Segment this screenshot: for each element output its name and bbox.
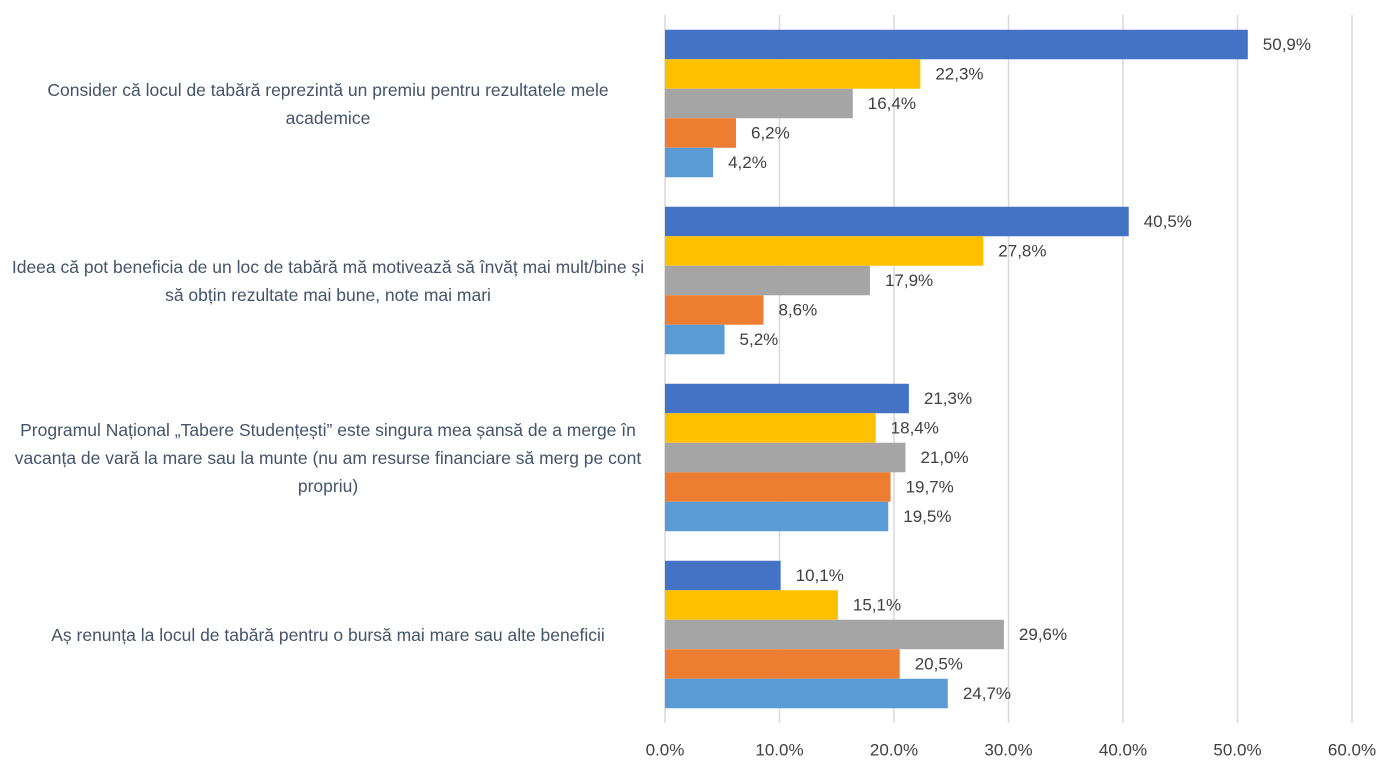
bar xyxy=(665,649,900,679)
value-label: 24,7% xyxy=(963,684,1011,703)
value-label: 16,4% xyxy=(868,94,916,113)
bar xyxy=(665,472,891,502)
bar xyxy=(665,88,853,119)
value-label: 4,2% xyxy=(728,153,767,172)
category-label: Consider că locul de tabără reprezintă u… xyxy=(47,79,609,128)
x-tick-label: 10.0% xyxy=(755,740,803,759)
x-tick-label: 60.0% xyxy=(1328,740,1376,759)
value-label: 50,9% xyxy=(1263,35,1311,54)
bar xyxy=(665,501,889,532)
value-label: 21,0% xyxy=(920,448,968,467)
value-label: 5,2% xyxy=(740,330,779,349)
bar xyxy=(665,590,838,620)
value-label: 40,5% xyxy=(1144,212,1192,231)
bar xyxy=(665,442,906,473)
value-label: 19,5% xyxy=(903,507,951,526)
value-label: 17,9% xyxy=(885,271,933,290)
bar xyxy=(665,619,1004,650)
x-tick-label: 0.0% xyxy=(646,740,685,759)
x-tick-label: 30.0% xyxy=(984,740,1032,759)
x-tick-label: 50.0% xyxy=(1213,740,1261,759)
value-label: 19,7% xyxy=(906,477,954,496)
x-tick-label: 20.0% xyxy=(870,740,918,759)
bar xyxy=(665,678,948,709)
bar xyxy=(665,118,736,148)
value-label: 21,3% xyxy=(924,389,972,408)
bar xyxy=(665,29,1248,60)
bar xyxy=(665,265,870,296)
x-tick-label: 40.0% xyxy=(1099,740,1147,759)
bar xyxy=(665,206,1129,237)
bar xyxy=(665,324,725,355)
value-label: 20,5% xyxy=(915,654,963,673)
bar xyxy=(665,147,714,178)
value-label: 18,4% xyxy=(891,418,939,437)
bar xyxy=(665,295,764,325)
value-label: 22,3% xyxy=(935,64,983,83)
value-label: 15,1% xyxy=(853,595,901,614)
value-label: 10,1% xyxy=(796,566,844,585)
value-label: 29,6% xyxy=(1019,625,1067,644)
category-label: Ideea că pot beneficia de un loc de tabă… xyxy=(11,256,645,305)
category-label: Aș renunța la locul de tabără pentru o b… xyxy=(51,624,605,645)
bar xyxy=(665,59,921,89)
bar xyxy=(665,236,984,266)
bar xyxy=(665,560,781,591)
bar xyxy=(665,413,876,443)
category-label: Programul Național „Tabere Studențești” … xyxy=(14,419,642,496)
value-label: 27,8% xyxy=(998,241,1046,260)
value-label: 6,2% xyxy=(751,123,790,142)
bar xyxy=(665,383,909,414)
value-label: 8,6% xyxy=(778,300,817,319)
